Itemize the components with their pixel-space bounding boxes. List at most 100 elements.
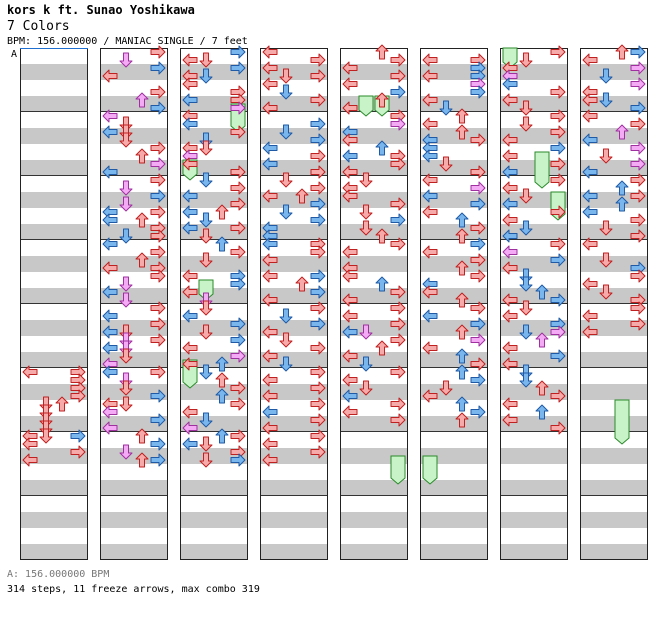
beat-stripe	[20, 480, 88, 496]
column-border	[340, 48, 408, 560]
step-arrow	[582, 165, 598, 179]
step-arrow	[150, 389, 166, 403]
step-arrow	[310, 429, 326, 443]
step-arrow	[599, 68, 613, 84]
step-arrow	[262, 157, 278, 171]
step-arrow	[150, 85, 166, 99]
step-arrow	[310, 181, 326, 195]
step-arrow	[550, 237, 566, 251]
step-arrow	[519, 52, 533, 68]
freeze-arrow	[390, 455, 406, 485]
step-arrow	[135, 428, 149, 444]
step-arrow	[135, 92, 149, 108]
step-arrow	[119, 396, 133, 412]
step-arrow	[262, 349, 278, 363]
bpm-summary: A: 156.000000 BPM	[7, 569, 110, 580]
step-arrow	[70, 445, 86, 459]
beat-stripe	[20, 288, 88, 304]
step-arrow	[262, 293, 278, 307]
step-arrow	[470, 197, 486, 211]
beat-stripe	[20, 224, 88, 240]
step-arrow	[615, 180, 629, 196]
column-border	[580, 48, 648, 560]
step-arrow	[342, 149, 358, 163]
step-arrow	[119, 180, 133, 196]
step-arrow	[215, 236, 229, 252]
step-arrow	[502, 77, 518, 91]
step-arrow	[550, 205, 566, 219]
step-arrow	[422, 245, 438, 259]
step-arrow	[262, 253, 278, 267]
step-arrow	[310, 269, 326, 283]
beat-stripe	[100, 512, 168, 528]
beat-stripe	[20, 160, 88, 176]
step-arrow	[550, 141, 566, 155]
step-arrow	[599, 92, 613, 108]
step-arrow	[119, 348, 133, 364]
step-arrow	[230, 221, 246, 235]
step-arrow	[630, 101, 646, 115]
step-arrow	[135, 452, 149, 468]
step-arrow	[22, 365, 38, 379]
step-arrow	[390, 85, 406, 99]
step-arrow	[502, 197, 518, 211]
step-arrow	[150, 301, 166, 315]
beat-stripe	[420, 480, 488, 496]
step-arrow	[199, 324, 213, 340]
beat-stripe	[20, 512, 88, 528]
step-arrow	[262, 189, 278, 203]
step-arrow	[519, 116, 533, 132]
step-arrow	[359, 380, 373, 396]
step-arrow	[119, 276, 133, 292]
step-arrow	[582, 53, 598, 67]
beat-stripe	[180, 544, 248, 560]
step-arrow	[502, 133, 518, 147]
step-arrow	[102, 125, 118, 139]
step-arrow	[390, 157, 406, 171]
step-arrow	[630, 45, 646, 59]
step-arrow	[630, 141, 646, 155]
chart-column	[500, 45, 568, 560]
step-arrow	[519, 324, 533, 340]
step-arrow	[310, 93, 326, 107]
step-arrow	[519, 276, 533, 292]
step-arrow	[310, 317, 326, 331]
step-arrow	[262, 45, 278, 59]
step-arrow	[102, 421, 118, 435]
step-arrow	[230, 197, 246, 211]
step-arrow	[182, 421, 198, 435]
step-arrow	[262, 101, 278, 115]
step-arrow	[630, 269, 646, 283]
step-arrow	[470, 405, 486, 419]
step-arrow	[390, 317, 406, 331]
step-arrow	[182, 221, 198, 235]
step-arrow	[582, 325, 598, 339]
step-arrow	[422, 173, 438, 187]
step-arrow	[502, 413, 518, 427]
step-arrow	[455, 108, 469, 124]
step-arrow	[422, 149, 438, 163]
step-arrow	[502, 397, 518, 411]
step-arrow	[310, 133, 326, 147]
step-arrow	[550, 85, 566, 99]
step-arrow	[550, 45, 566, 59]
beat-stripe	[180, 512, 248, 528]
step-arrow	[119, 380, 133, 396]
beat-stripe	[500, 512, 568, 528]
beat-stripe	[500, 480, 568, 496]
step-arrow	[182, 205, 198, 219]
step-arrow	[455, 228, 469, 244]
step-arrow	[182, 341, 198, 355]
step-arrow	[502, 245, 518, 259]
step-arrow	[470, 357, 486, 371]
step-arrow	[630, 77, 646, 91]
step-arrow	[70, 389, 86, 403]
step-arrow	[599, 220, 613, 236]
beat-stripe	[20, 64, 88, 80]
freeze-arrow	[358, 95, 374, 117]
step-arrow	[199, 172, 213, 188]
beat-stripe	[500, 448, 568, 464]
step-arrow	[359, 204, 373, 220]
step-arrow	[262, 325, 278, 339]
step-arrow	[342, 61, 358, 75]
